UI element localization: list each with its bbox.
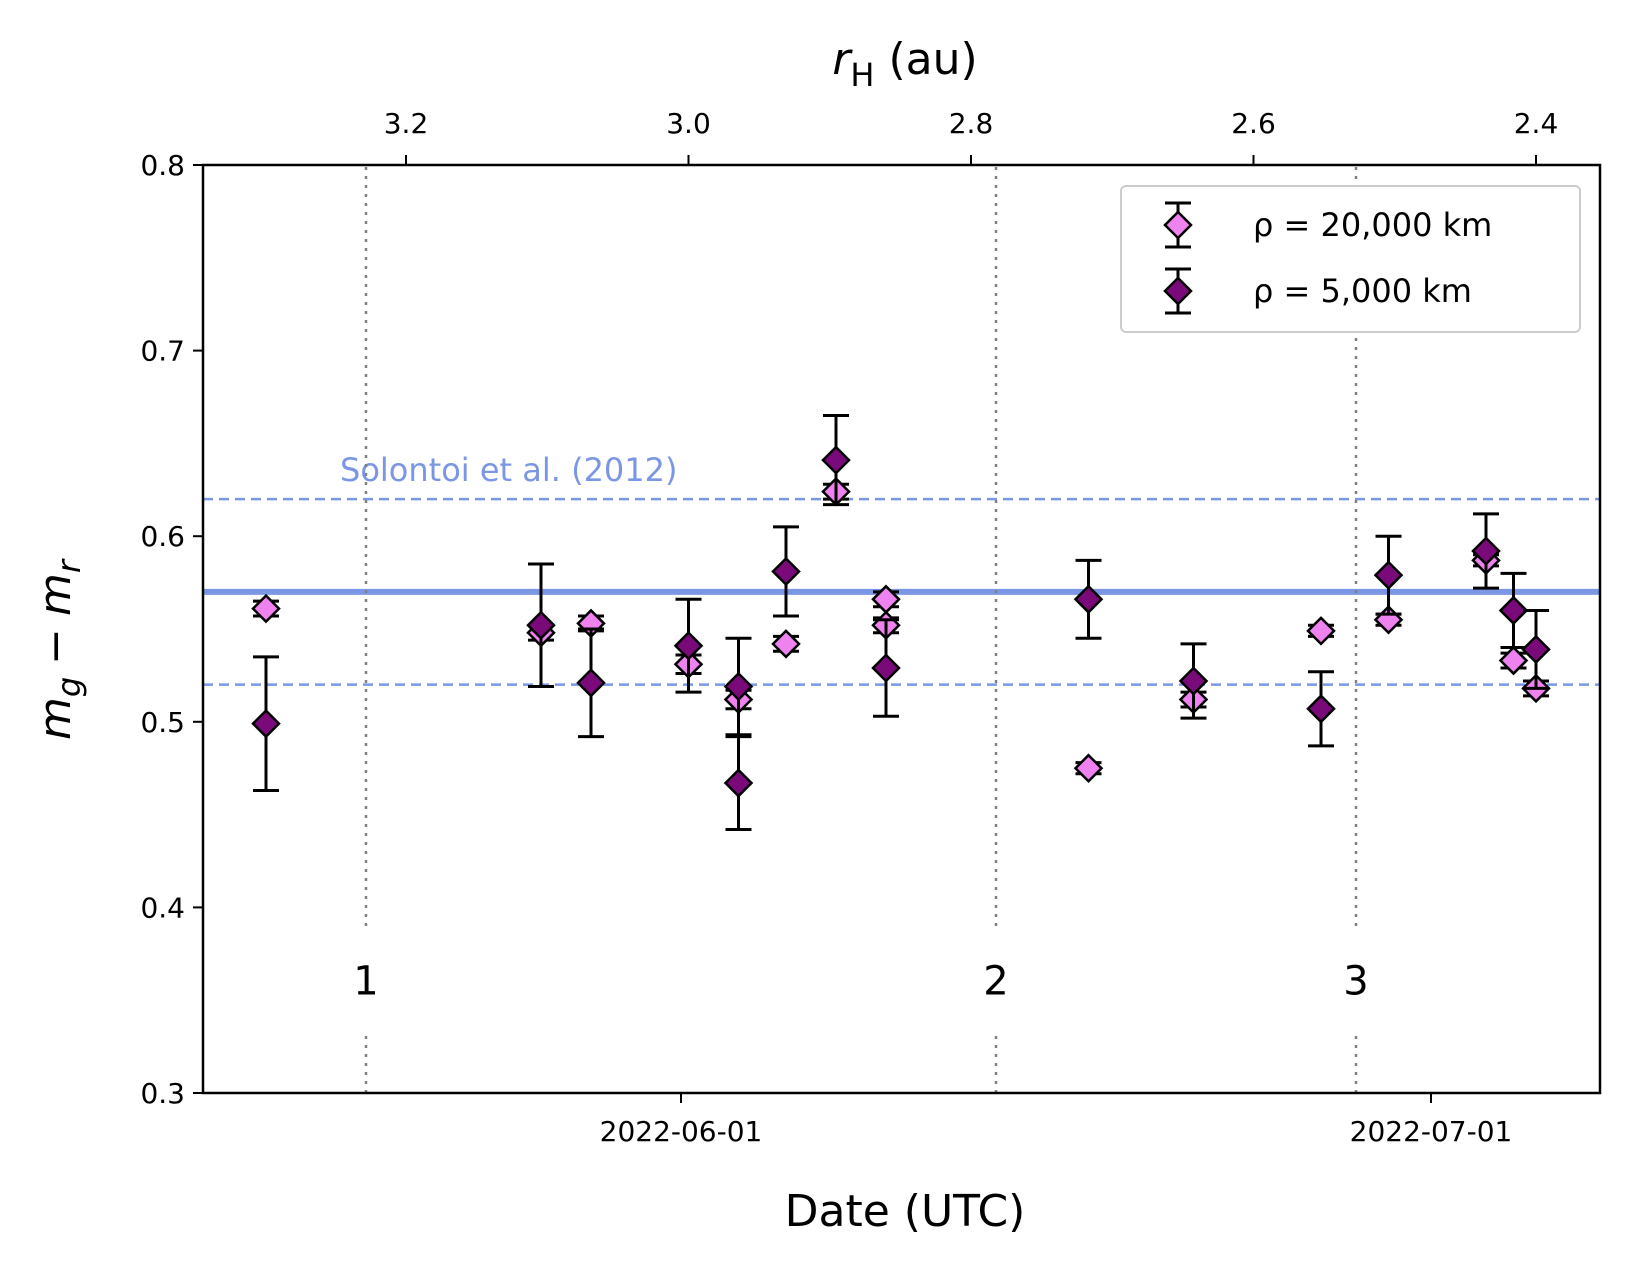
y-tick-label-0.5: 0.5	[140, 706, 185, 739]
x-tick-label-2022-07-01: 2022-07-01	[1350, 1115, 1513, 1148]
data-point-s1-p4	[723, 671, 754, 702]
region-label-2: 2	[983, 959, 1008, 1005]
region-label-3: 3	[1343, 959, 1368, 1005]
legend-label-20000: ρ = 20,000 km	[1253, 206, 1492, 244]
series-0	[251, 476, 1551, 783]
legend-diamond-1	[1163, 276, 1193, 306]
top-tick-label-3.2: 3.2	[384, 107, 429, 140]
x-tick-label-2022-06-01: 2022-06-01	[600, 1115, 763, 1148]
data-point-s0-p11	[1306, 616, 1336, 646]
x-axis-title: Date (UTC)	[785, 1186, 1026, 1237]
data-point-s1-p2	[576, 668, 606, 698]
legend-marker-20000	[1163, 201, 1193, 249]
data-point-s1-p0	[251, 708, 281, 739]
data-point-s1-p1	[526, 610, 556, 641]
data-point-s1-p9	[1073, 584, 1104, 615]
data-point-s1-p3	[673, 630, 704, 661]
data-point-s1-p6	[771, 556, 801, 587]
data-point-s1-p12	[1373, 560, 1404, 590]
y-tick-label-0.7: 0.7	[140, 335, 185, 368]
axes: 0.3 0.4 0.5 0.6 0.7 0.8 2022-06-01 2022-07-01 3.…	[140, 107, 1602, 1148]
top-tick-label-2.8: 2.8	[949, 107, 994, 140]
data-point-s1-p15	[1521, 634, 1551, 665]
data-point-s0-p9	[1073, 753, 1104, 783]
top-tick-label-3.0: 3.0	[666, 107, 711, 140]
top-axis-title: rH (au)	[832, 34, 977, 94]
y-tick-label-0.4: 0.4	[140, 891, 185, 924]
top-tick-label-2.6: 2.6	[1231, 107, 1276, 140]
data-point-s0-p0	[251, 593, 281, 624]
plot-frame	[201, 163, 1602, 1095]
reference-lines: Solontoi et al. (2012)	[203, 451, 1600, 686]
y-tick-label-0.6: 0.6	[140, 520, 185, 553]
data-point-s1-p14	[1498, 595, 1529, 626]
reference-label: Solontoi et al. (2012)	[340, 451, 677, 489]
data-point-s0-p14	[1498, 645, 1529, 676]
data-point-s1-p11	[1306, 694, 1336, 724]
data-point-s0-p5	[771, 629, 801, 659]
legend-marker-5000	[1163, 267, 1193, 315]
data-point-s1-p10	[1178, 666, 1209, 696]
data-point-s1-p7	[821, 445, 851, 475]
legend: ρ = 20,000 km ρ = 5,000 km	[1120, 185, 1581, 333]
data-point-s1-p13	[1471, 536, 1501, 566]
legend-frame	[1120, 185, 1581, 333]
y-tick-label-0.8: 0.8	[140, 149, 185, 182]
data-series	[251, 414, 1551, 831]
y-axis-title: mg−mr	[30, 558, 88, 740]
region-markers: 1 2 3	[353, 165, 1369, 1093]
region-label-1: 1	[353, 959, 378, 1005]
data-point-s1-p5	[723, 768, 754, 798]
y-tick-label-0.3: 0.3	[140, 1077, 185, 1110]
data-point-s1-p8	[871, 653, 901, 683]
series-1	[251, 414, 1551, 831]
legend-label-5000: ρ = 5,000 km	[1253, 272, 1472, 310]
legend-diamond-0	[1163, 210, 1193, 240]
top-tick-label-2.4: 2.4	[1514, 107, 1559, 140]
